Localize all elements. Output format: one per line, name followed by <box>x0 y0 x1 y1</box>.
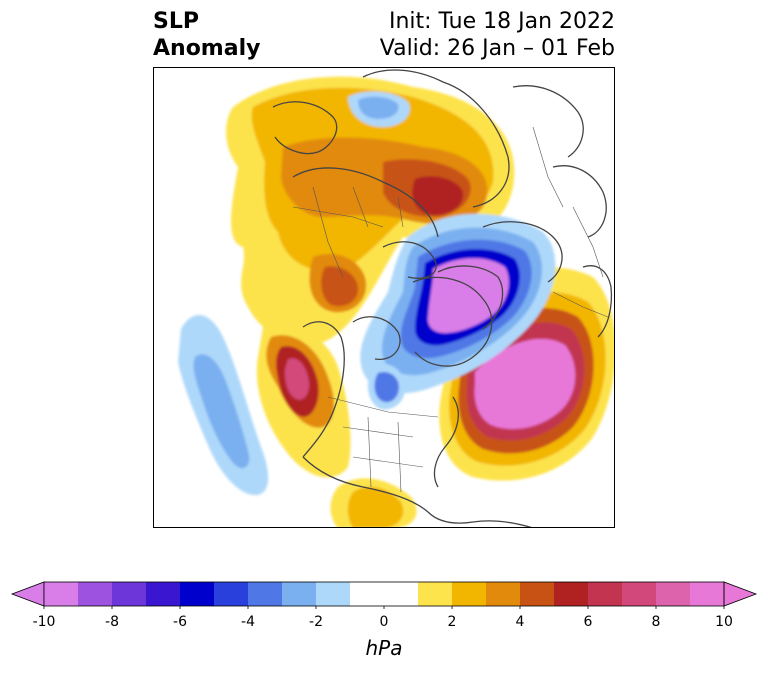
colorbar-cell <box>112 582 147 606</box>
colorbar-cell <box>622 582 657 606</box>
negative-region-pacific-inner <box>193 354 250 469</box>
colorbar-cells <box>10 581 758 609</box>
colorbar-tick-label: 0 <box>379 614 389 630</box>
negative-region-canada-inner <box>374 371 399 403</box>
colorbar-cell <box>520 582 555 606</box>
negative-region-arctic-peak <box>427 258 509 333</box>
colorbar-cell <box>690 582 725 606</box>
colorbar <box>10 581 758 609</box>
positive-region-siberia-peak <box>412 176 464 216</box>
colorbar-tick-label: -6 <box>173 614 187 630</box>
colorbar-cell <box>78 582 113 606</box>
colorbar-tick-label: -10 <box>32 614 56 630</box>
colorbar-tick-label: 2 <box>447 614 457 630</box>
colorbar-tick-label: 4 <box>515 614 525 630</box>
positive-region-pacific-peak <box>284 358 310 400</box>
colorbar-cell <box>656 582 691 606</box>
date-info: Init: Tue 18 Jan 2022 Valid: 26 Jan – 01… <box>380 8 615 62</box>
colorbar-tick-label: -2 <box>309 614 323 630</box>
borders <box>292 126 609 493</box>
colorbar-cell <box>316 582 351 606</box>
valid-range: Valid: 26 Jan – 01 Feb <box>379 36 615 61</box>
positive-region-atlantic-peak <box>474 338 576 429</box>
colorbar-cell <box>146 582 181 606</box>
colorbar-over-triangle <box>723 581 758 607</box>
map-border <box>153 67 615 528</box>
colorbar-tick-label: 6 <box>583 614 593 630</box>
coastlines <box>272 69 613 528</box>
colorbar-cell <box>418 582 453 606</box>
colorbar-unit-label: hPa <box>365 636 403 660</box>
colorbar-cell <box>282 582 317 606</box>
quantity-label: Anomaly <box>153 36 261 61</box>
colorbar-cell <box>248 582 283 606</box>
colorbar-under-triangle <box>10 581 45 607</box>
colorbar-tick-label: -8 <box>105 614 119 630</box>
colorbar-cell <box>180 582 215 606</box>
colorbar-cell <box>452 582 487 606</box>
positive-region-gulf-inner <box>347 486 404 528</box>
colorbar-cell <box>588 582 623 606</box>
colorbar-cell <box>554 582 589 606</box>
colorbar-cell <box>486 582 521 606</box>
map-title: SLP Anomaly <box>153 8 260 62</box>
colorbar-cell <box>214 582 249 606</box>
negative-region-kara-inner <box>358 96 399 119</box>
colorbar-cell <box>44 582 79 606</box>
anomaly-map <box>153 67 615 528</box>
init-date: Init: Tue 18 Jan 2022 <box>388 9 615 34</box>
colorbar-tick-label: -4 <box>241 614 255 630</box>
colorbar-cell <box>350 582 419 606</box>
positive-region-europe-core <box>321 266 358 307</box>
colorbar-tick-label: 10 <box>715 614 733 630</box>
colorbar-tick-label: 8 <box>651 614 661 630</box>
variable-label: SLP <box>153 9 199 34</box>
